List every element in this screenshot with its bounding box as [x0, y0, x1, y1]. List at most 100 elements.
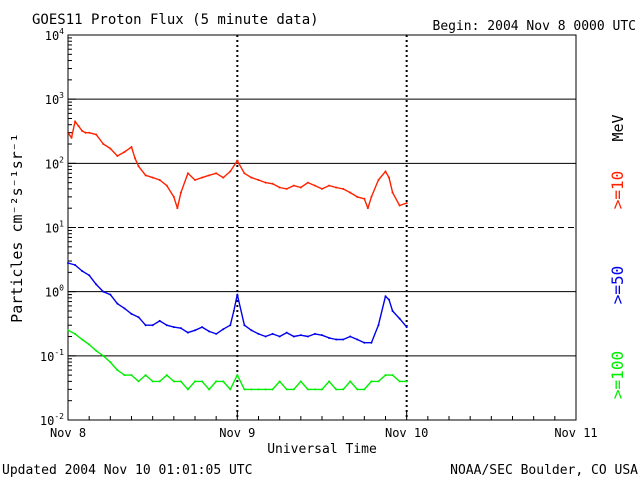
series-1-point — [208, 330, 211, 333]
series-2-point — [116, 369, 119, 372]
series-0-point — [81, 129, 84, 132]
series-1-point — [130, 312, 133, 315]
series-1-point — [370, 341, 373, 344]
series-0-point — [165, 184, 168, 187]
series-2-point — [102, 354, 105, 357]
series-1-point — [179, 327, 182, 330]
series-0-point — [377, 178, 380, 181]
x-tick-label-0: Nov 8 — [50, 426, 86, 440]
series-2-point — [363, 388, 366, 391]
series-2-point — [264, 388, 267, 391]
y-tick-label-2: 102 — [45, 155, 64, 171]
series-0-point — [102, 143, 105, 146]
series-1-point — [194, 329, 196, 332]
series-0-point — [176, 207, 179, 210]
series-0-point — [405, 202, 408, 205]
series-1-point — [356, 338, 359, 341]
y-tick-exponent: 4 — [59, 27, 64, 36]
series-2-point — [158, 380, 161, 383]
series-2-point — [74, 332, 77, 335]
series-0-point — [88, 131, 91, 134]
chart-title: GOES11 Proton Flux (5 minute data) — [32, 12, 319, 28]
series-0-point — [321, 187, 323, 190]
series-2-point — [236, 374, 239, 377]
series-1-point — [264, 335, 267, 338]
series-2-point — [243, 388, 246, 391]
series-0-point — [70, 136, 73, 139]
series-0-point — [215, 172, 218, 175]
series-2-point — [95, 349, 98, 352]
y-tick-label-1: 103 — [45, 91, 64, 107]
series-1-point — [243, 324, 246, 327]
y-tick-label-4: 100 — [45, 284, 64, 300]
y-tick-exponent: -2 — [54, 412, 64, 421]
series-2-point — [222, 380, 225, 383]
y-tick-exponent: 0 — [59, 284, 64, 293]
series-0-point — [77, 125, 80, 128]
series-0-point — [278, 186, 281, 189]
series-1-point — [116, 302, 119, 305]
series-0-point — [306, 181, 309, 184]
series-0-point — [292, 184, 295, 187]
series-1-point — [165, 324, 168, 327]
series-1-point — [229, 324, 232, 327]
series-1-point — [81, 269, 84, 272]
series-0-point — [299, 186, 302, 189]
series-1-point — [158, 319, 161, 322]
series-1-point — [257, 332, 260, 335]
series-2-point — [321, 388, 323, 391]
series-1-point — [363, 341, 366, 344]
series-1-point — [313, 332, 316, 335]
y-tick-label-6: 10-2 — [40, 412, 64, 428]
series-2-point — [123, 374, 126, 377]
series-0-point — [158, 178, 161, 181]
series-2-point — [398, 380, 401, 383]
series-1-point — [186, 331, 189, 334]
series-0-point — [229, 170, 232, 173]
x-tick-label-1: Nov 9 — [219, 426, 255, 440]
series-1-point — [398, 317, 401, 320]
series-0-point — [137, 165, 140, 168]
series-0-point — [250, 176, 253, 179]
series-2-point — [250, 388, 253, 391]
series-0-point — [388, 176, 391, 179]
series-2-point — [405, 380, 408, 383]
series-1-point — [95, 283, 98, 286]
series-0-point — [356, 195, 359, 198]
series-2-point — [335, 388, 338, 391]
series-1-point — [102, 290, 105, 293]
series-0-point — [144, 174, 147, 177]
series-1-point — [278, 335, 281, 338]
x-axis-label: Universal Time — [267, 442, 377, 457]
series-0-point — [285, 187, 288, 190]
series-0-point — [264, 181, 267, 184]
series-1-point — [123, 307, 126, 310]
legend-label-50: >=50 — [608, 266, 627, 305]
series-1-point — [222, 328, 225, 331]
series-2-point — [172, 380, 175, 383]
series-2-point — [299, 380, 302, 383]
series-1-point — [391, 309, 394, 312]
series-0-point — [201, 176, 204, 179]
series-0-point — [271, 182, 274, 185]
series-0-point — [194, 178, 196, 181]
series-0-point — [328, 184, 331, 187]
series-2-point — [384, 374, 387, 377]
x-ticks: Nov 8 Nov 9 Nov 10 Nov 11 — [50, 412, 598, 440]
series-0-point — [130, 145, 133, 148]
series-1-point — [172, 326, 175, 329]
day-markers — [236, 35, 408, 420]
legend-unit-mev: MeV — [609, 114, 627, 141]
y-tick-label-5: 10-1 — [40, 348, 64, 364]
series-0-point — [391, 191, 394, 194]
series-0-point — [342, 187, 345, 190]
series-2-point — [278, 380, 281, 383]
series-0-point — [257, 178, 260, 181]
series-0-point — [172, 195, 175, 198]
series-0-point — [95, 133, 98, 136]
series-1-point — [306, 335, 309, 338]
series-2-point — [165, 374, 168, 377]
series-1-point — [74, 264, 77, 267]
series-2-point — [342, 388, 345, 391]
series-1-point — [335, 338, 338, 341]
